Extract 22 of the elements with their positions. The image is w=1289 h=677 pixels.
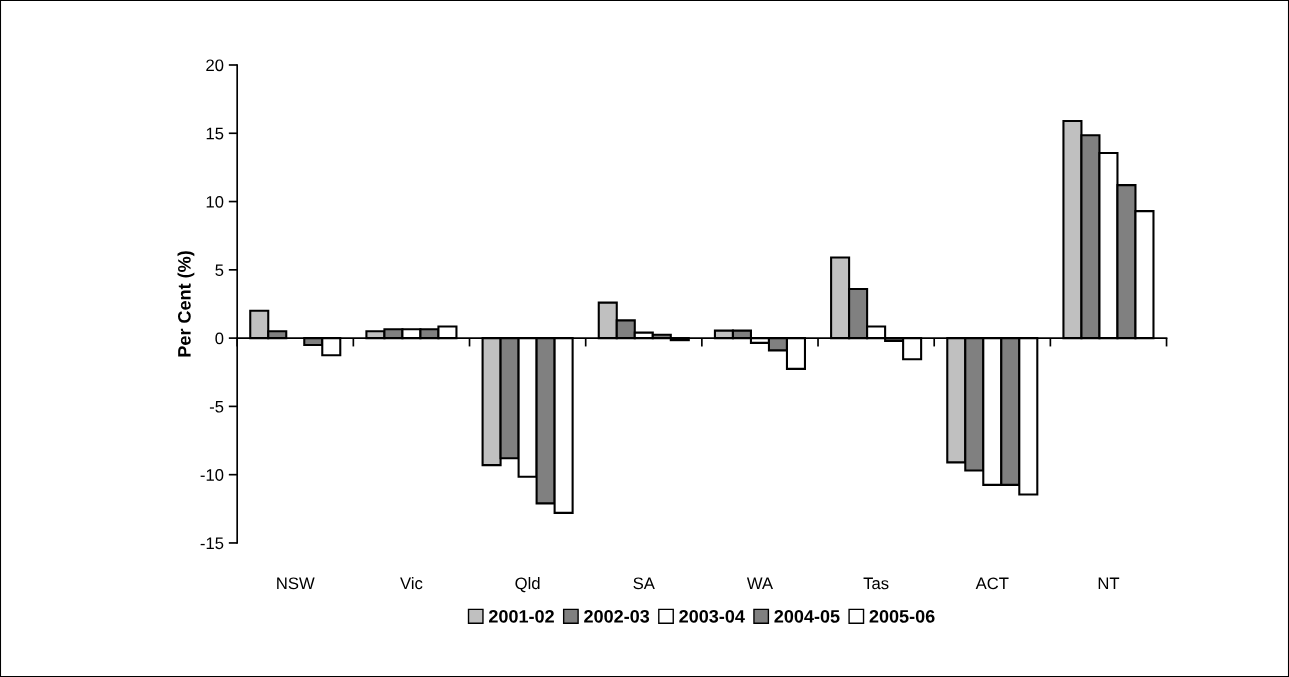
y-axis-title: Per Cent (%) bbox=[177, 251, 195, 357]
legend-label: 2005-06 bbox=[869, 609, 935, 623]
legend-label: 2002-03 bbox=[584, 609, 650, 623]
legend-label: 2004-05 bbox=[774, 609, 840, 623]
x-tick-label: ACT bbox=[975, 577, 1009, 590]
y-tick-label: -15 bbox=[200, 537, 224, 550]
y-tick-label: 0 bbox=[215, 332, 224, 345]
legend-label: 2003-04 bbox=[679, 609, 745, 623]
x-tick-label: NSW bbox=[277, 577, 315, 590]
y-tick-label: -10 bbox=[200, 469, 224, 481]
y-tick-label: 10 bbox=[206, 195, 224, 208]
x-tick-label: Qld bbox=[515, 577, 540, 593]
y-tick-label: -5 bbox=[209, 400, 224, 413]
x-tick-label: Tas bbox=[863, 577, 889, 590]
x-tick-label: NT bbox=[1098, 577, 1120, 590]
y-tick-label: 5 bbox=[215, 264, 224, 277]
legend-label: 2001-02 bbox=[489, 609, 554, 623]
x-tick-label: SA bbox=[633, 577, 655, 590]
y-tick-label: 15 bbox=[206, 127, 224, 140]
y-tick-label: 20 bbox=[206, 59, 224, 72]
x-tick-label: WA bbox=[746, 577, 774, 590]
x-tick-label: Vic bbox=[400, 577, 423, 590]
